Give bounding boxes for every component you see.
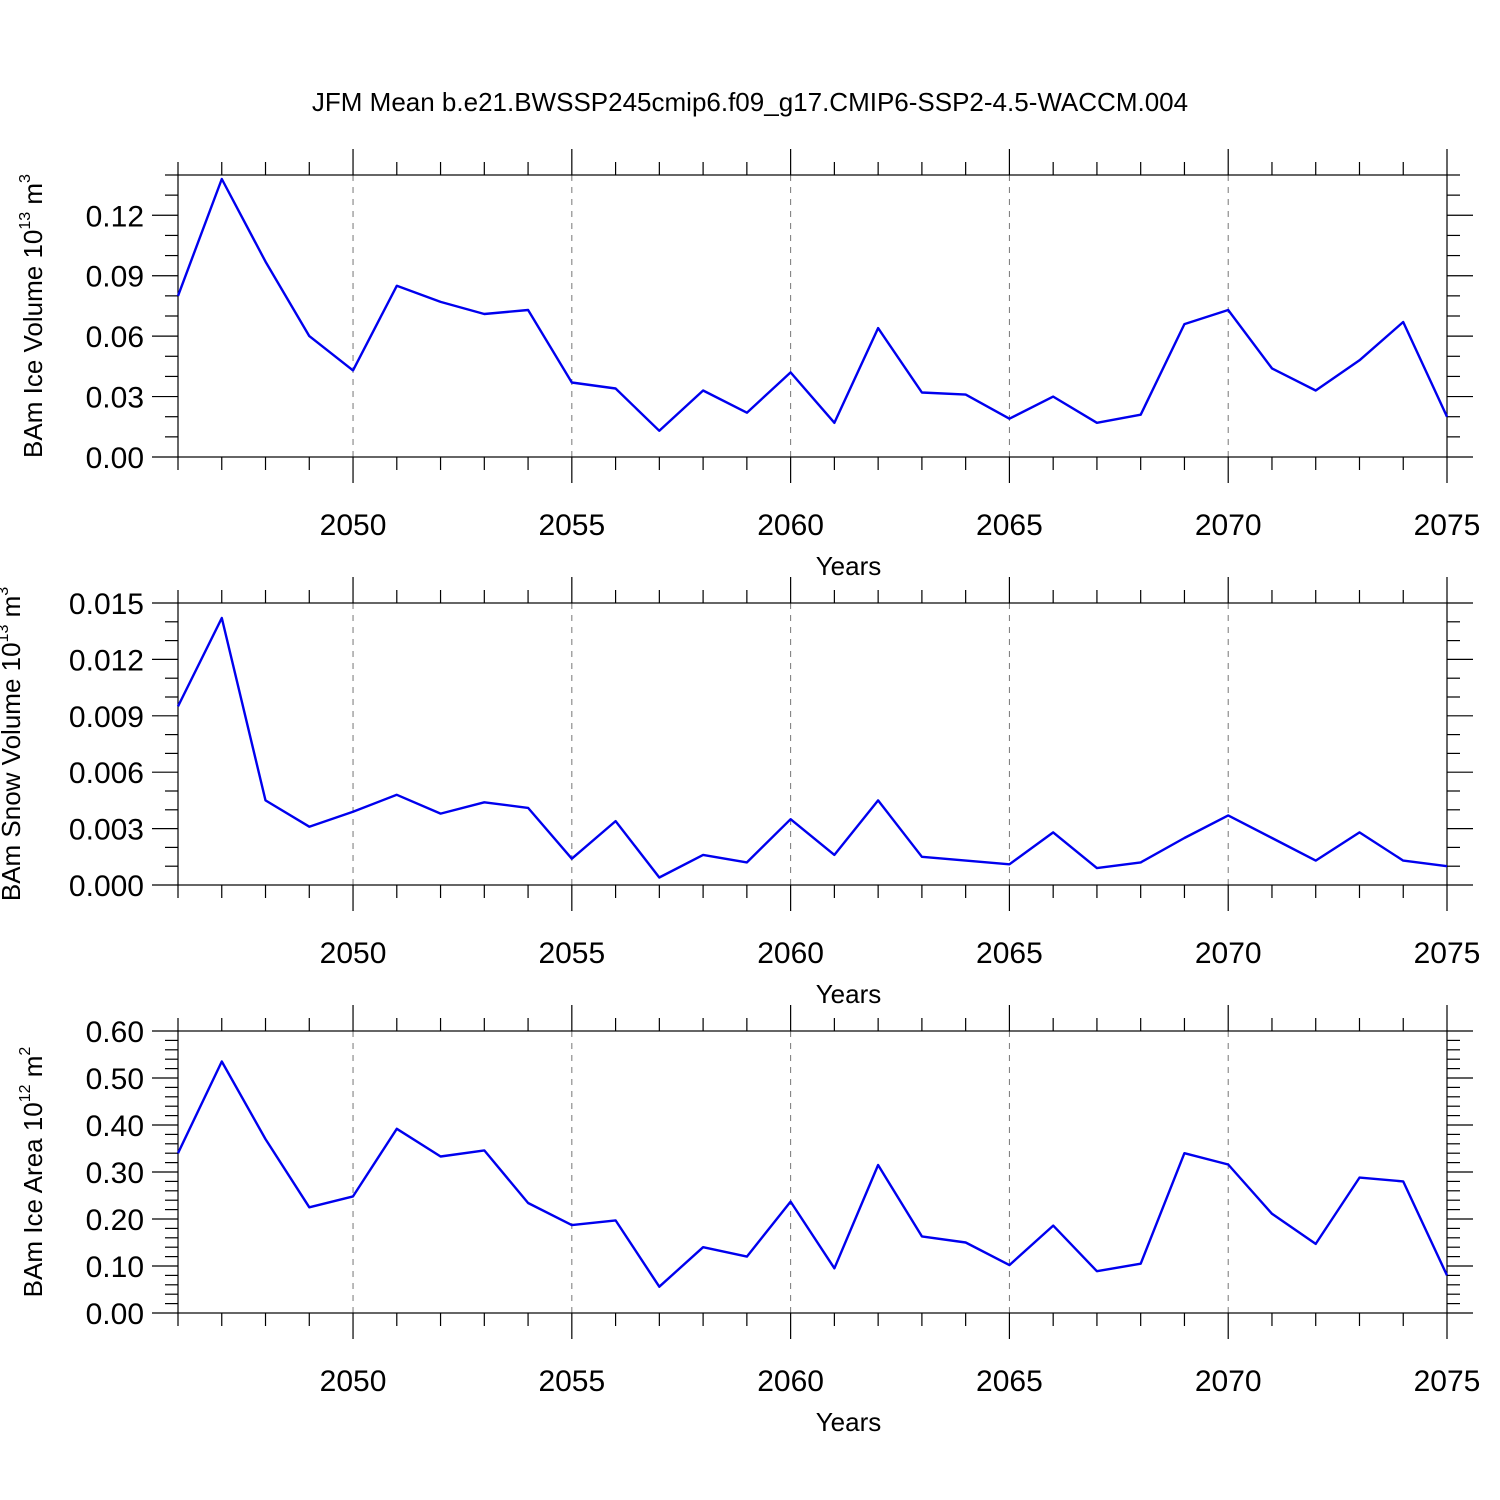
panel-ice-area: 0.00 0.10 0.20 0.30 0.40 0.50 0.60 2050 2055 2060… [17, 1005, 1480, 1437]
x-tick-label: 2070 [1195, 509, 1262, 542]
y-tick-label: 0.09 [86, 261, 144, 294]
plot-frame [177, 174, 1448, 458]
x-axis-label: Years [816, 1407, 882, 1437]
x-tick-label: 2055 [538, 509, 605, 542]
y-tick-label: 0.006 [69, 757, 144, 790]
y-tick-label: 0.03 [86, 382, 144, 415]
x-tick-label: 2070 [1195, 1365, 1262, 1398]
y-tick-label: 0.015 [69, 588, 144, 621]
y-tick-label: 0.20 [86, 1204, 144, 1237]
y-axis-label: BAm Ice Volume 1013 m3 [17, 174, 48, 458]
x-tick-label: 2060 [757, 1365, 824, 1398]
y-tick-label: 0.00 [86, 1298, 144, 1331]
x-axis-label: Years [816, 979, 882, 1009]
series-line-ice-volume [176, 177, 1449, 432]
y-tick-label: 0.00 [86, 442, 144, 475]
panel-snow-volume: 0.000 0.003 0.006 0.009 0.012 0.015 2050 2055 20… [0, 577, 1480, 1009]
x-axis-label: Years [816, 551, 882, 581]
x-tick-label: 2065 [976, 937, 1043, 970]
y-tick-label: 0.10 [86, 1251, 144, 1284]
y-tick-label: 0.50 [86, 1063, 144, 1096]
series-line-ice-area [176, 1060, 1449, 1288]
x-tick-label: 2055 [538, 1365, 605, 1398]
plot-frame [177, 602, 1448, 886]
series-line-snow-volume [176, 616, 1448, 879]
y-tick-label: 0.06 [86, 321, 144, 354]
x-tick-label: 2070 [1195, 937, 1262, 970]
y-tick-label: 0.60 [86, 1016, 144, 1049]
y-axis-label: BAm Snow Volume 1013 m3 [0, 587, 26, 901]
y-tick-label: 0.012 [69, 644, 144, 677]
x-tick-label: 2065 [976, 509, 1043, 542]
x-tick-label: 2060 [757, 509, 824, 542]
y-tick-label: 0.12 [86, 200, 144, 233]
y-tick-label: 0.40 [86, 1110, 144, 1143]
y-axis-label: BAm Ice Area 1012 m2 [17, 1047, 48, 1298]
y-tick-label: 0.009 [69, 701, 144, 734]
panel-ice-volume: 0.00 0.03 0.06 0.09 0.12 2050 2055 2060 2065 2070… [17, 149, 1480, 581]
x-tick-label: 2050 [320, 509, 387, 542]
y-tick-label: 0.000 [69, 870, 144, 903]
chart-title: JFM Mean b.e21.BWSSP245cmip6.f09_g17.CMI… [312, 87, 1188, 117]
x-tick-label: 2050 [320, 1365, 387, 1398]
x-tick-label: 2075 [1414, 1365, 1481, 1398]
x-tick-label: 2075 [1414, 509, 1481, 542]
y-tick-label: 0.30 [86, 1157, 144, 1190]
x-tick-label: 2050 [320, 937, 387, 970]
x-tick-label: 2075 [1414, 937, 1481, 970]
x-tick-label: 2055 [538, 937, 605, 970]
y-tick-label: 0.003 [69, 814, 144, 847]
x-tick-label: 2060 [757, 937, 824, 970]
x-tick-label: 2065 [976, 1365, 1043, 1398]
